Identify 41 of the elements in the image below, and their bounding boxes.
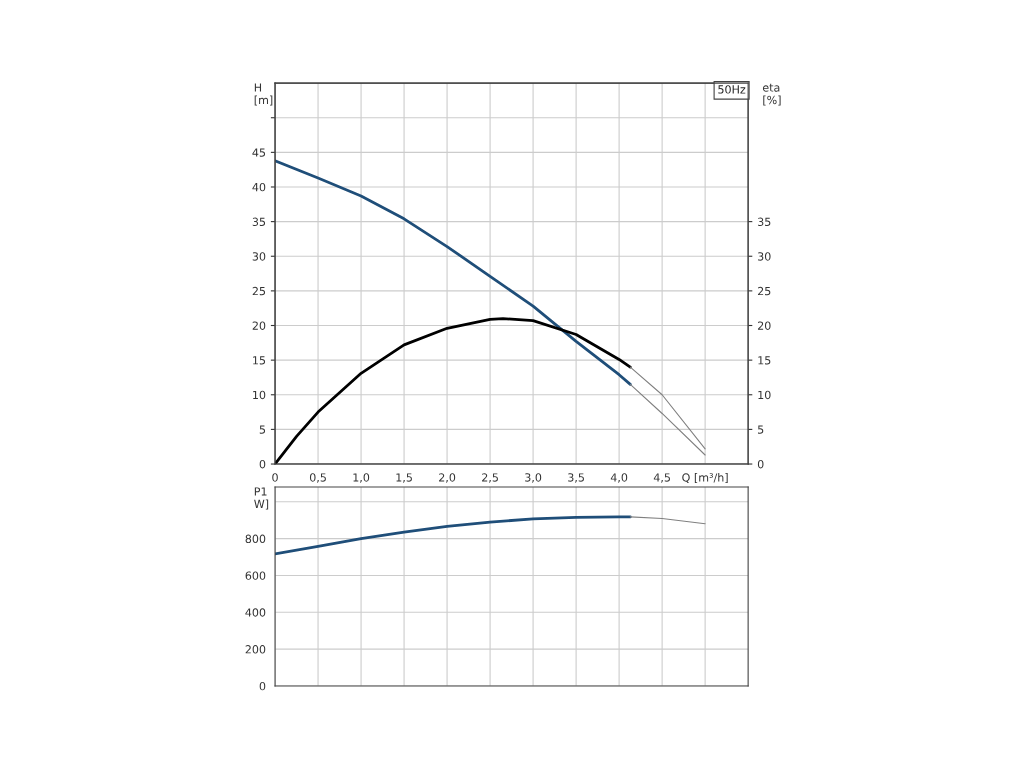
y-tick-label: 10 <box>253 390 266 400</box>
x-tick-label: Q [m³/h] <box>682 473 728 483</box>
y2-tick-label: 20 <box>757 321 771 330</box>
x-tick-label: 2,5 <box>482 473 498 483</box>
y2-tick-label: 15 <box>758 356 771 365</box>
y2-tick-label: 35 <box>758 217 771 226</box>
y-axis-title: P1 W] <box>254 487 269 510</box>
y2-tick-label: 10 <box>758 390 771 400</box>
x-tick-label: 4,5 <box>653 473 670 483</box>
x-tick-label: 1,5 <box>396 473 412 483</box>
line-series <box>275 159 632 386</box>
y-tick-label: 25 <box>252 286 266 296</box>
y2-tick-label: 25 <box>757 286 771 296</box>
x-tick-label: 0 <box>272 473 278 482</box>
x-tick-label: 1,0 <box>353 473 370 483</box>
y-tick-label: 30 <box>252 252 266 261</box>
y-tick-label: 35 <box>252 217 266 226</box>
y-tick-label: 600 <box>245 571 266 580</box>
y-tick-label: 15 <box>253 356 266 365</box>
y2-axis-title: eta [%] <box>762 83 781 106</box>
line-series <box>275 515 632 556</box>
x-tick-label: 0,5 <box>309 473 326 483</box>
y-tick-label: 0 <box>259 460 266 469</box>
y2-tick-label: 30 <box>758 252 771 261</box>
x-tick-label: 2,0 <box>439 473 456 483</box>
line-series <box>275 317 632 465</box>
annotation: 50Hz <box>718 85 746 94</box>
y-tick-label: 45 <box>252 148 266 157</box>
y-tick-label: 20 <box>252 321 266 330</box>
y-tick-label: 200 <box>245 645 266 654</box>
y2-tick-label: 5 <box>758 425 764 434</box>
y-tick-label: 800 <box>245 534 266 544</box>
x-tick-label: 3,0 <box>525 473 542 483</box>
y-tick-label: 40 <box>252 182 266 192</box>
x-tick-label: 3,5 <box>568 473 584 483</box>
y-tick-label: 0 <box>259 681 266 691</box>
y2-tick-label: 0 <box>757 460 764 469</box>
x-tick-label: 4,0 <box>610 473 628 483</box>
y-axis-title: H [m] <box>254 83 273 106</box>
y-tick-label: 5 <box>259 425 266 434</box>
y-tick-label: 400 <box>245 608 266 617</box>
